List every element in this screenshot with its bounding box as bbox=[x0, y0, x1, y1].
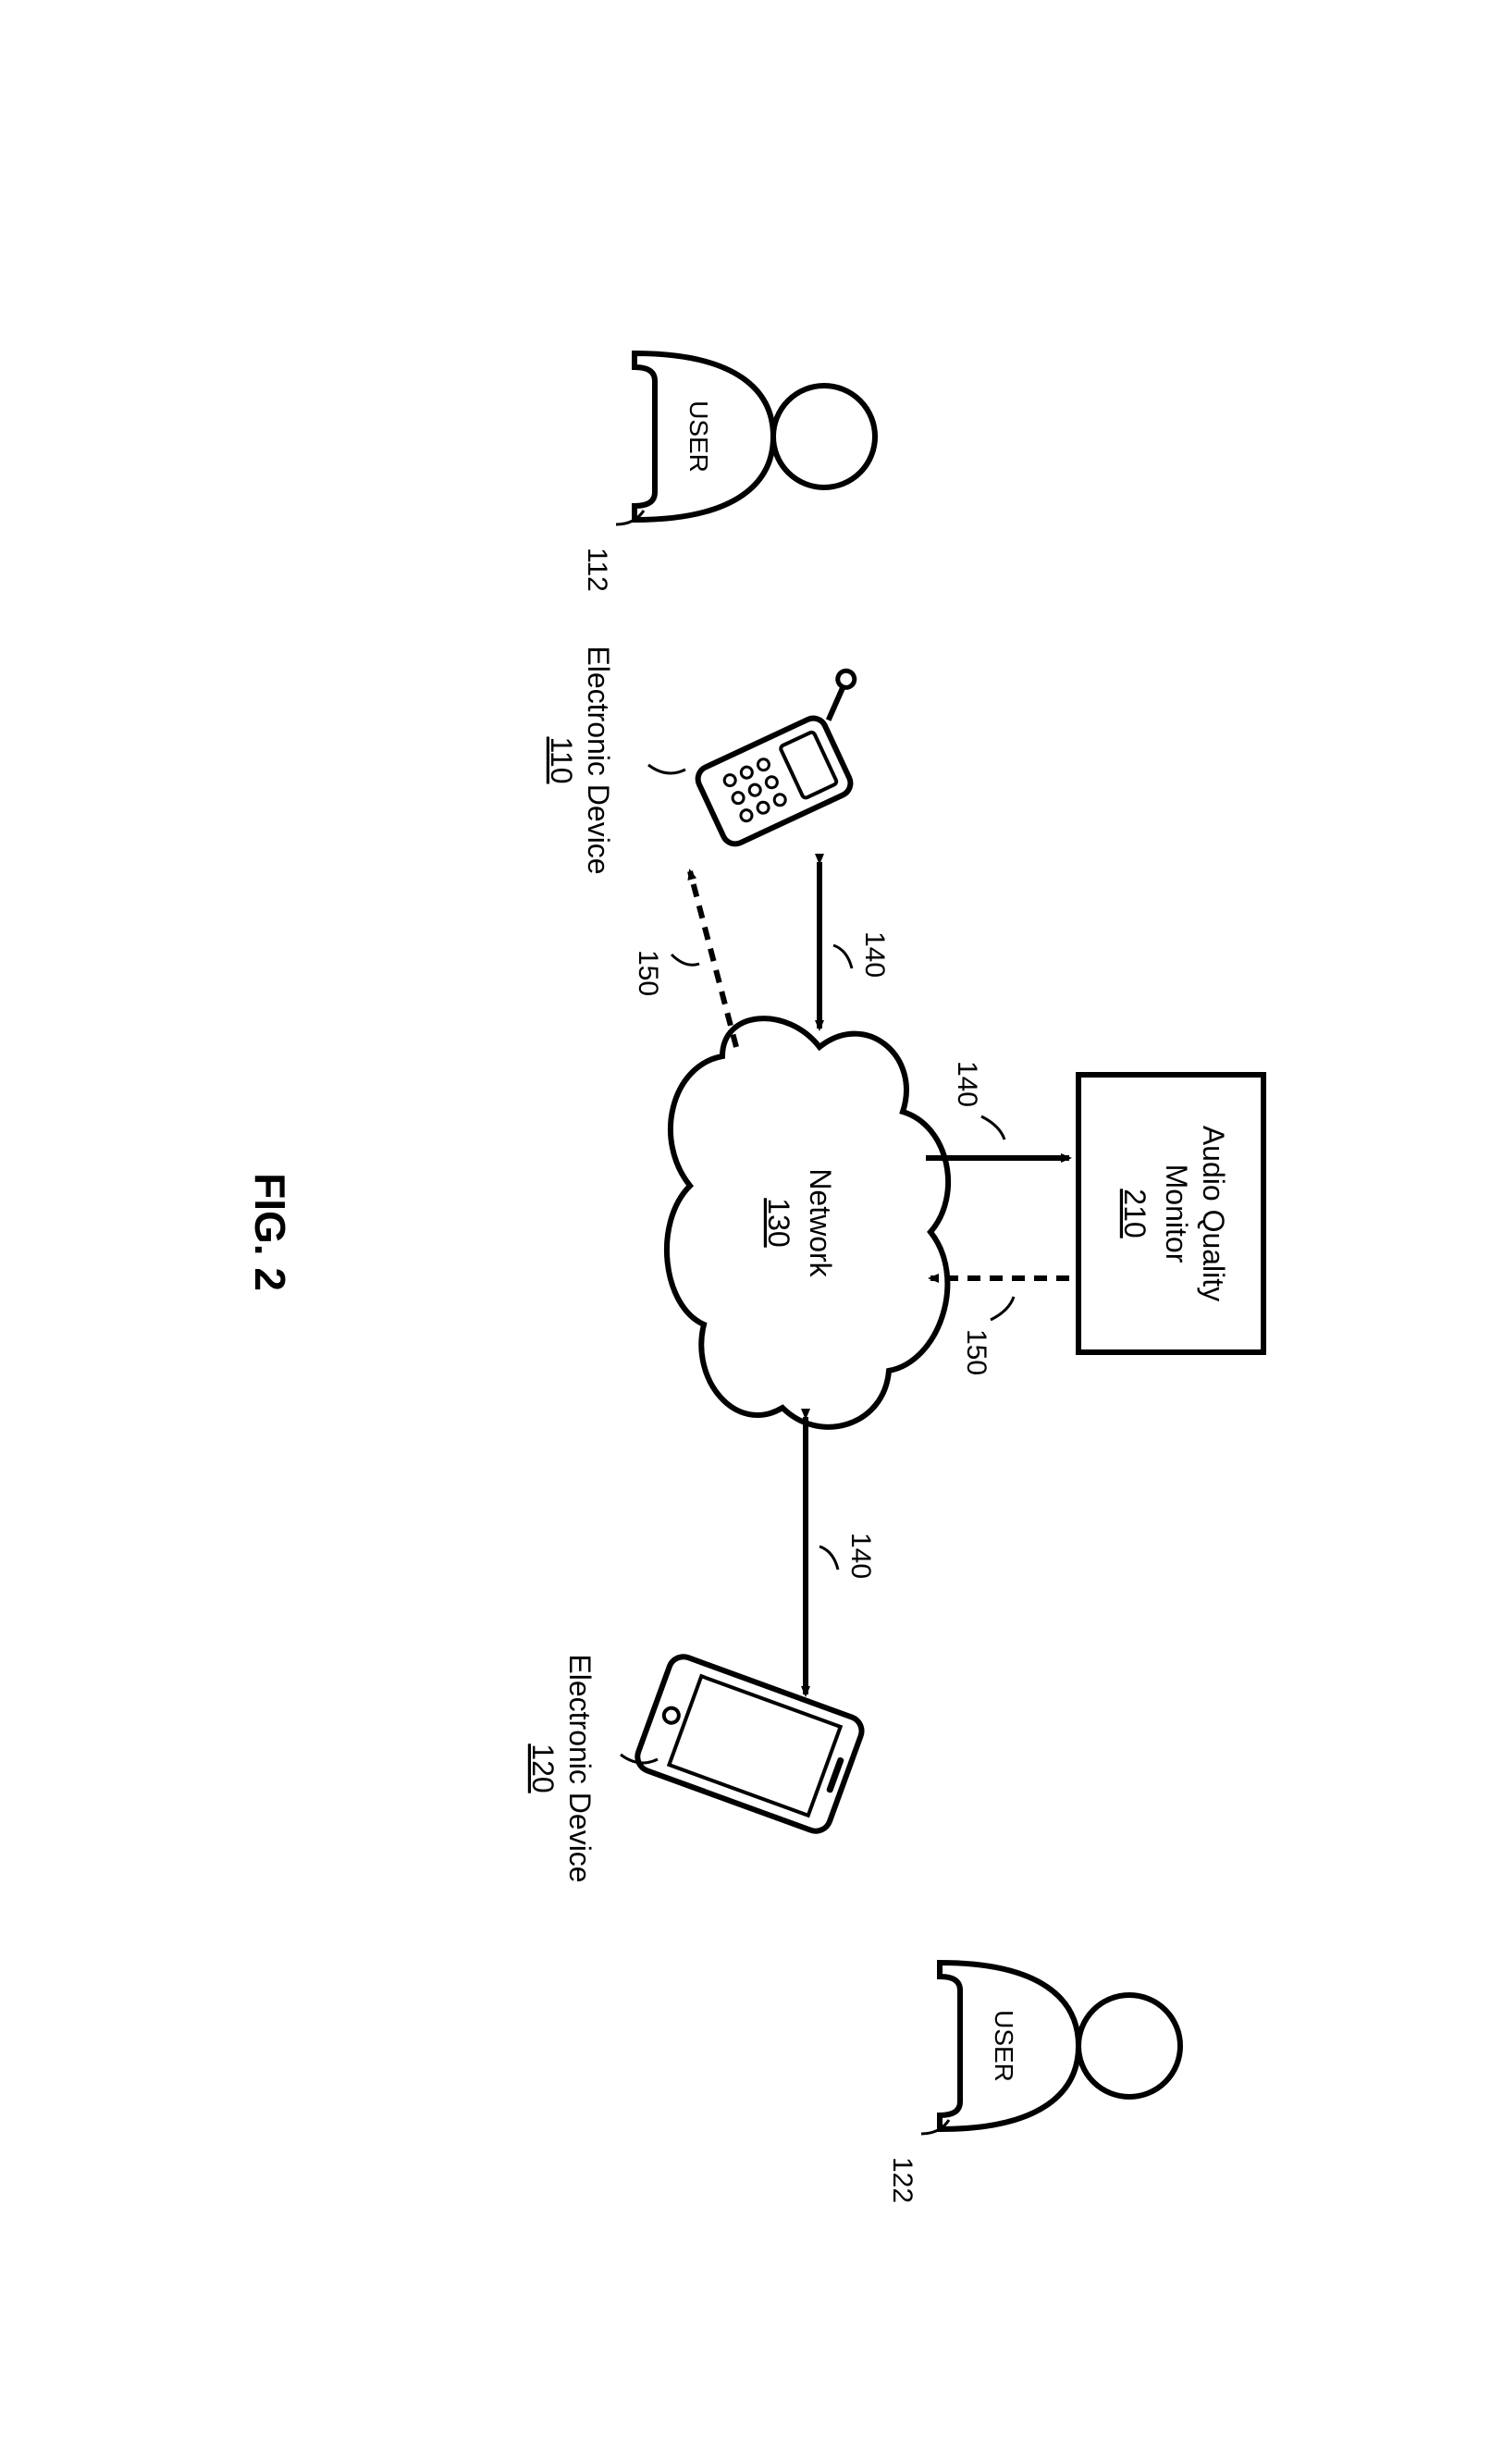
arrow-ref-150-monitor: 150 bbox=[961, 1329, 992, 1375]
figure-caption-text: FIG. 2 bbox=[246, 1173, 294, 1291]
user-right-label: USER bbox=[990, 2010, 1018, 2082]
electronic-device-left-icon bbox=[648, 668, 897, 848]
device-left-label: Electronic Device bbox=[582, 646, 615, 874]
audio-quality-monitor: Audio Quality Monitor 210 bbox=[1078, 1075, 1263, 1352]
arrow-network-to-left-dashed bbox=[690, 871, 736, 1047]
device-right-label: Electronic Device bbox=[563, 1654, 597, 1882]
user-left-ref: 112 bbox=[582, 548, 612, 592]
audio-monitor-ref: 210 bbox=[1118, 1189, 1152, 1238]
lead-line-140-left bbox=[833, 945, 852, 968]
device-left-ref: 110 bbox=[545, 736, 578, 783]
lead-line-140-monitor bbox=[981, 1116, 1004, 1140]
diagram-svg: Audio Quality Monitor 210 Network 130 14… bbox=[191, 215, 1300, 2249]
lead-line-140-right bbox=[819, 1546, 838, 1570]
figure-caption: FIG. 2 bbox=[246, 1173, 294, 1291]
network-cloud: Network 130 bbox=[667, 1018, 948, 1427]
arrow-ref-150-left: 150 bbox=[633, 950, 663, 996]
arrow-ref-140-monitor: 140 bbox=[952, 1061, 982, 1107]
lead-line-150-left bbox=[672, 955, 699, 965]
page: Audio Quality Monitor 210 Network 130 14… bbox=[0, 0, 1491, 2464]
arrow-ref-140-right: 140 bbox=[845, 1533, 876, 1579]
audio-monitor-title-line2: Monitor bbox=[1160, 1164, 1193, 1263]
diagram-stage: Audio Quality Monitor 210 Network 130 14… bbox=[191, 215, 1300, 2249]
electronic-device-right-icon bbox=[621, 1653, 866, 1835]
lead-line-150-monitor bbox=[991, 1297, 1014, 1320]
network-ref: 130 bbox=[762, 1198, 795, 1247]
user-left-icon: USER bbox=[616, 353, 875, 524]
user-right-icon: USER bbox=[921, 1963, 1180, 2134]
user-left-label: USER bbox=[684, 400, 713, 473]
audio-monitor-title-line1: Audio Quality bbox=[1197, 1126, 1230, 1301]
device-right-ref: 120 bbox=[526, 1743, 560, 1793]
arrow-ref-140-left: 140 bbox=[859, 931, 890, 978]
network-label: Network bbox=[804, 1168, 837, 1277]
user-right-ref: 122 bbox=[887, 2157, 918, 2203]
